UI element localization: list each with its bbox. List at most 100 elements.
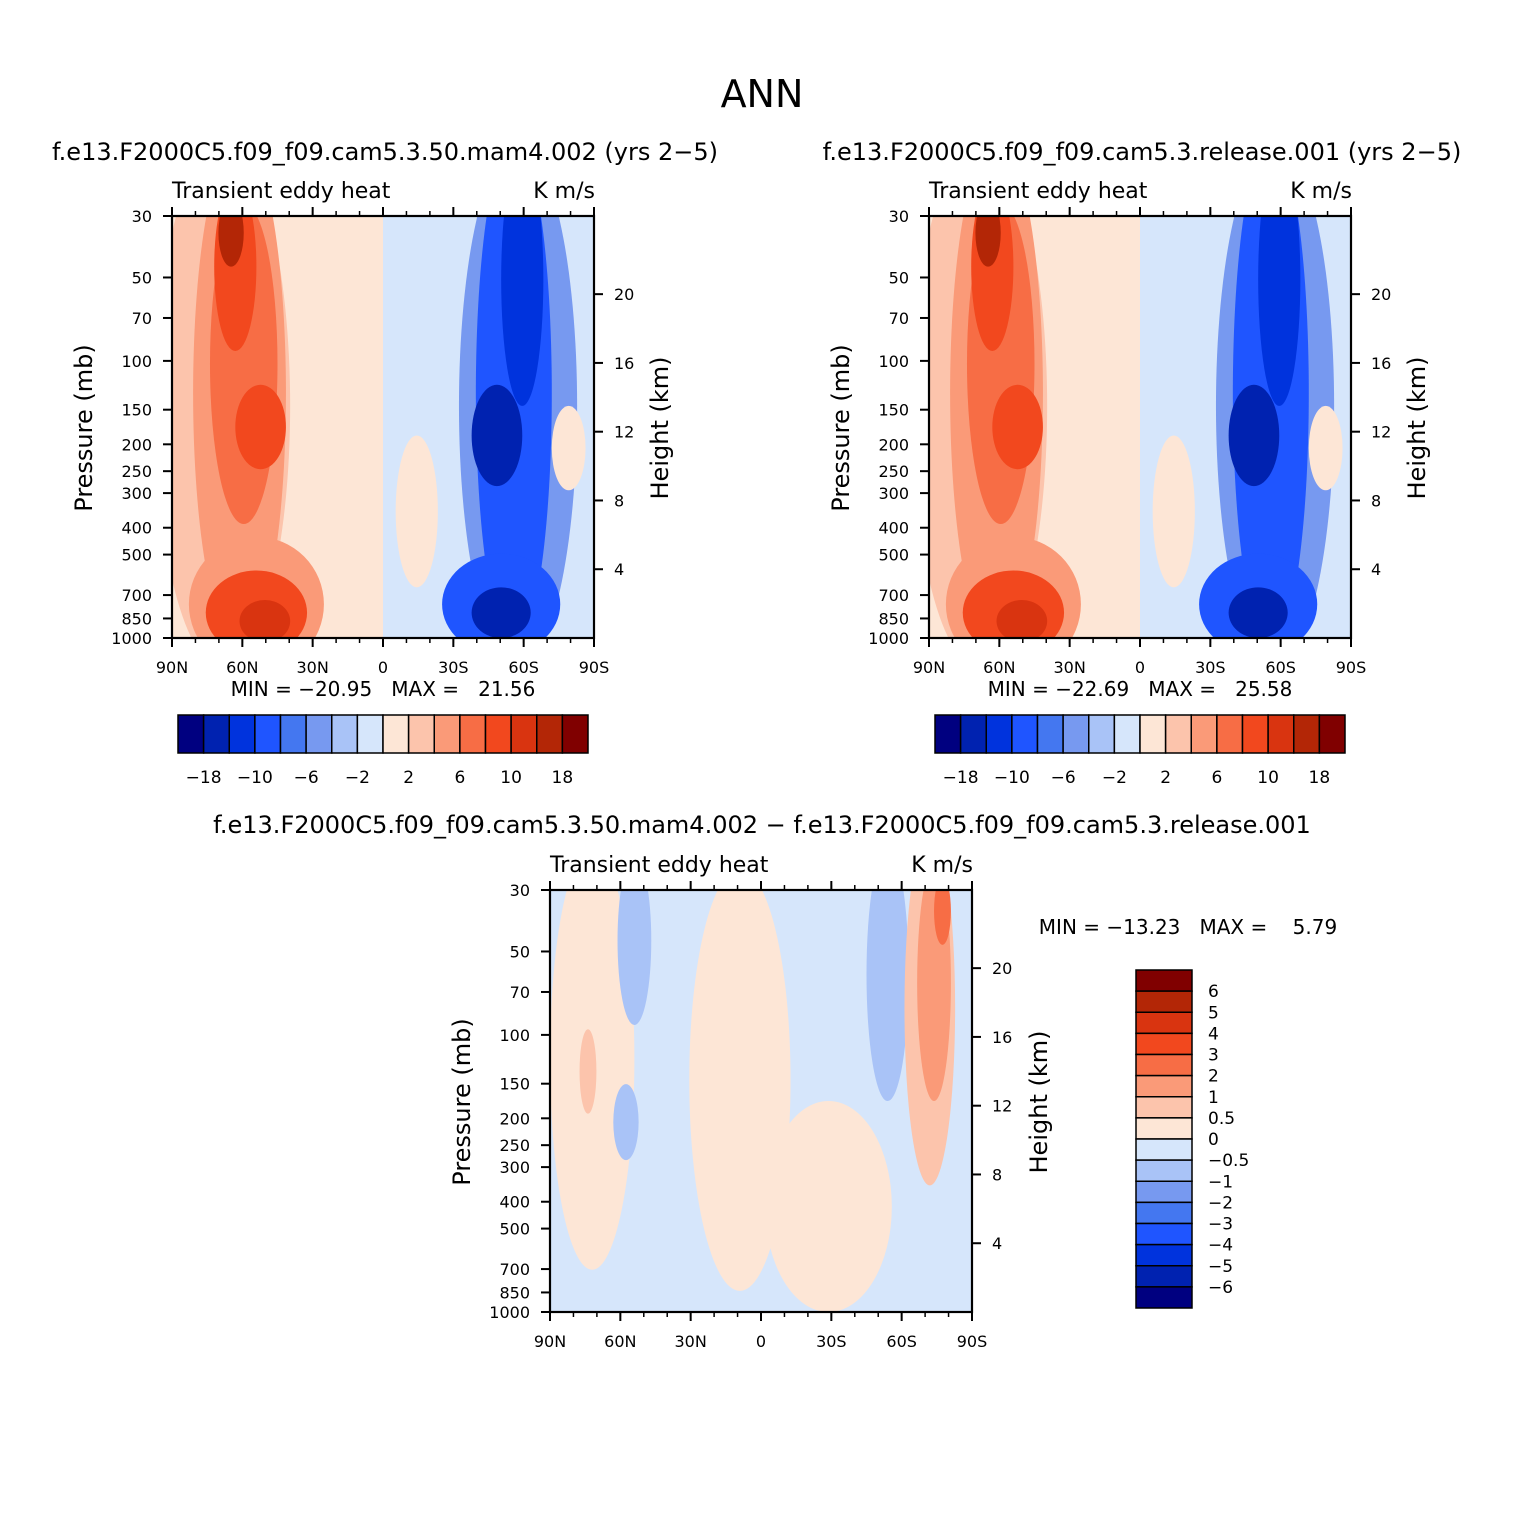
colorbar-label: −6 — [1051, 768, 1076, 788]
x-tick-label: 60N — [226, 658, 258, 677]
colorbar-label: −2 — [345, 768, 370, 788]
y2-tick-label: 12 — [614, 423, 634, 442]
colorbar-label: 6 — [1208, 982, 1219, 1002]
panel-1-left-label: Transient eddy heat — [171, 179, 391, 204]
y2-tick-label: 16 — [992, 1028, 1012, 1047]
x-tick-label: 0 — [1135, 658, 1145, 677]
diff-tropical-positive — [689, 890, 791, 1291]
colorbar-label: −6 — [294, 768, 319, 788]
sh-contour-low-core — [1228, 587, 1288, 638]
y-tick-label: 150 — [878, 401, 909, 420]
subtropical-positive — [395, 435, 438, 588]
nh-contour-top — [218, 216, 244, 267]
colorbar-swatch — [1036, 714, 1064, 754]
sh-polar-positive — [551, 405, 586, 491]
y-tick-label: 200 — [499, 1109, 530, 1128]
field-layer — [172, 216, 594, 638]
y-tick-label: 200 — [878, 435, 909, 454]
colorbar-swatch — [177, 714, 205, 754]
y2-tick-label: 20 — [1371, 285, 1391, 304]
y-tick-label: 700 — [878, 586, 909, 605]
x-tick-label: 30N — [675, 1332, 707, 1351]
x-tick-label: 90S — [957, 1332, 988, 1351]
diff-sh-positive-3 — [934, 890, 951, 945]
y-tick-label: 500 — [499, 1220, 530, 1239]
colorbar-swatch — [1135, 1074, 1193, 1098]
panel-1-colorbar: −18 −10 −6 −2 2 6 10 18 — [177, 714, 589, 788]
panel-3-axes: 90N 60N 30N 0 30S 60S 90S 30 50 70 100 150 200 250 300… — [489, 881, 1012, 1351]
colorbar-swatch — [1088, 714, 1116, 754]
colorbar-label: −10 — [237, 768, 273, 788]
panel-1-model: f.e13.F2000C5.f09_f09.cam5.3.50.mam4.002… — [52, 138, 718, 788]
colorbar-label: 4 — [1208, 1024, 1219, 1044]
colorbar-swatch — [1267, 714, 1295, 754]
colorbar-label: −18 — [186, 768, 222, 788]
colorbar-swatch — [510, 714, 538, 754]
colorbar-swatch — [484, 714, 512, 754]
panel-3-difference: f.e13.F2000C5.f09_f09.cam5.3.50.mam4.002… — [213, 811, 1337, 1351]
y-tick-label: 400 — [878, 519, 909, 538]
y-tick-label: 1000 — [111, 629, 152, 648]
colorbar-label: −5 — [1208, 1257, 1233, 1277]
colorbar-swatch — [1135, 969, 1193, 992]
subtropical-positive — [1152, 435, 1195, 588]
y2-tick-label: 8 — [614, 491, 624, 510]
colorbar-label: 10 — [1257, 768, 1279, 788]
colorbar-swatch — [407, 714, 435, 754]
x-tick-label: 90N — [534, 1332, 566, 1351]
colorbar-swatch — [985, 714, 1013, 754]
colorbar-swatch — [1241, 714, 1269, 754]
y-tick-label: 850 — [878, 609, 909, 628]
sh-polar-positive — [1308, 405, 1343, 491]
colorbar-label: 10 — [500, 768, 522, 788]
colorbar-swatch — [382, 714, 410, 754]
colorbar-swatch — [934, 714, 962, 754]
y-tick-label: 1000 — [868, 629, 909, 648]
y-tick-label: 50 — [132, 268, 152, 287]
y2-tick-label: 20 — [992, 959, 1012, 978]
y-tick-label: 200 — [121, 435, 152, 454]
colorbar-label: 1 — [1208, 1088, 1219, 1108]
colorbar-label: −6 — [1208, 1278, 1233, 1298]
sh-contour-low-core — [471, 587, 531, 638]
sh-contour-strat — [1258, 216, 1301, 406]
y2-tick-label: 16 — [614, 354, 634, 373]
colorbar-label: −2 — [1102, 768, 1127, 788]
y-tick-label: 400 — [121, 519, 152, 538]
colorbar-label: 2 — [1208, 1067, 1219, 1087]
y-tick-label: 70 — [132, 309, 152, 328]
colorbar-swatch — [1135, 1243, 1193, 1267]
colorbar-swatch — [561, 714, 589, 754]
panel-2-y-axis-label: Pressure (mb) — [827, 344, 855, 511]
y-tick-label: 70 — [510, 983, 530, 1002]
y2-tick-label: 8 — [992, 1165, 1002, 1184]
colorbar-swatch — [1135, 1096, 1193, 1119]
colorbar-swatch — [279, 714, 307, 754]
colorbar-swatch — [1135, 1159, 1193, 1182]
y-tick-label: 70 — [889, 309, 909, 328]
colorbar-swatch — [1135, 1117, 1193, 1140]
colorbar-swatch — [1135, 1053, 1193, 1077]
colorbar-swatch — [331, 714, 359, 754]
y-tick-label: 500 — [878, 546, 909, 565]
x-tick-label: 30S — [1195, 658, 1226, 677]
colorbar-label: −2 — [1208, 1193, 1233, 1213]
y2-tick-label: 12 — [992, 1097, 1012, 1116]
panel-2-control: f.e13.F2000C5.f09_f09.cam5.3.release.001… — [823, 138, 1462, 788]
y-tick-label: 250 — [121, 462, 152, 481]
panel-2-min-max: MIN = −22.69 MAX = 25.58 — [988, 677, 1293, 701]
sh-contour-upper-jet — [471, 384, 523, 487]
nh-contour-top — [975, 216, 1001, 267]
panel-1-axes: 90N 60N 30N 0 30S 60S 90S 30 50 70 100 150 200 250 300… — [111, 207, 634, 677]
colorbar-swatch — [1216, 714, 1244, 754]
y-tick-label: 250 — [878, 462, 909, 481]
x-tick-label: 90S — [579, 658, 610, 677]
panel-2-left-label: Transient eddy heat — [928, 179, 1148, 204]
colorbar-label: 2 — [1160, 768, 1171, 788]
y-tick-label: 30 — [132, 207, 152, 226]
diff-sh-positive — [765, 1101, 892, 1312]
x-tick-label: 0 — [378, 658, 388, 677]
panel-1-title: f.e13.F2000C5.f09_f09.cam5.3.50.mam4.002… — [52, 138, 718, 166]
panel-1-y2-axis-label: Height (km) — [646, 357, 674, 500]
